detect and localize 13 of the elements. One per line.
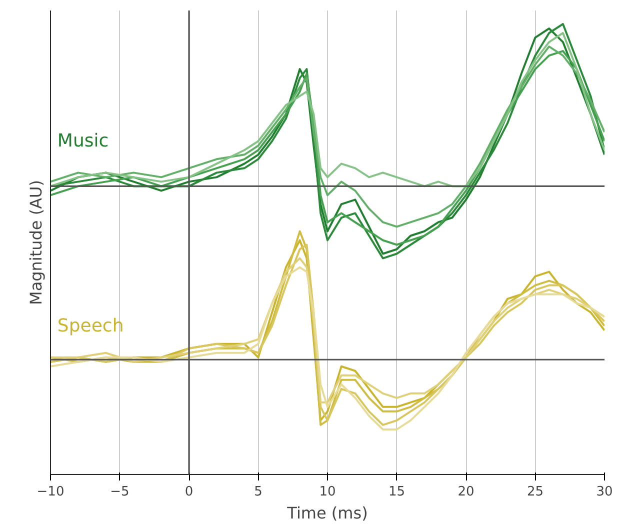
x-tick-label: −5 (110, 484, 130, 500)
series-label: Music (57, 130, 109, 152)
y-axis-title: Magnitude (AU) (26, 180, 46, 305)
x-tick-label: 20 (458, 484, 474, 500)
x-tick-label: 10 (319, 484, 336, 500)
x-tick-label: 30 (596, 484, 613, 500)
x-tick-label: −10 (36, 484, 64, 500)
x-tick-label: 0 (184, 484, 194, 500)
x-tick-label: 5 (254, 484, 262, 500)
series-label: Speech (57, 315, 124, 336)
x-tick-label: 15 (388, 484, 406, 500)
x-axis-title: Time (ms) (286, 504, 368, 522)
x-tick-label: 25 (526, 484, 544, 500)
